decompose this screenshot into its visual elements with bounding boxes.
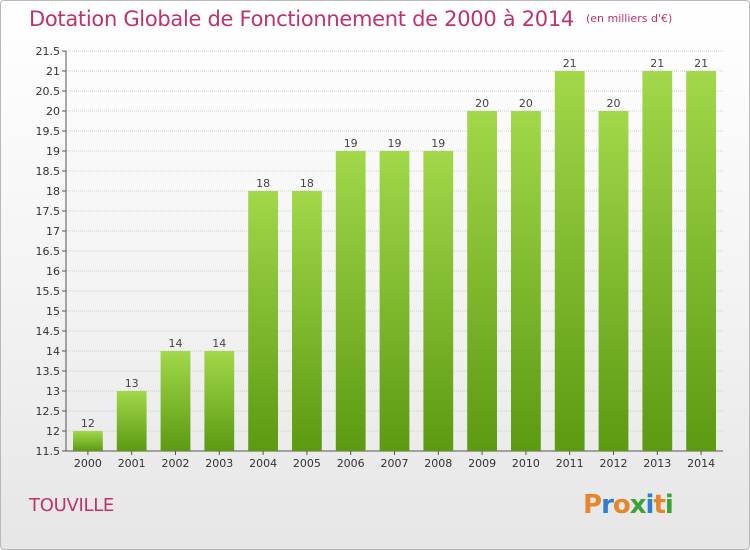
bar-2011 bbox=[554, 71, 585, 451]
bar-2009 bbox=[467, 111, 497, 451]
y-tick-label: 12.5 bbox=[36, 405, 61, 418]
y-tick-label: 19 bbox=[46, 145, 60, 158]
y-tick-label: 21 bbox=[46, 65, 60, 78]
y-tick-label: 15.5 bbox=[36, 285, 61, 298]
x-tick-label-2012: 2012 bbox=[600, 457, 628, 470]
logo-letter: i bbox=[645, 490, 655, 520]
logo-letter: o bbox=[612, 490, 631, 520]
y-tick-label: 12 bbox=[46, 425, 60, 438]
y-tick-label: 20.5 bbox=[36, 85, 61, 98]
data-label-2005: 18 bbox=[300, 177, 314, 190]
y-tick-label: 13 bbox=[46, 385, 60, 398]
data-label-2011: 21 bbox=[563, 57, 577, 70]
y-tick-label: 13.5 bbox=[36, 365, 61, 378]
chart-title: Dotation Globale de Fonctionnement de 20… bbox=[29, 7, 672, 31]
y-tick-label: 17.5 bbox=[36, 205, 61, 218]
data-label-2007: 19 bbox=[388, 137, 402, 150]
logo-letter: t bbox=[653, 490, 665, 520]
x-tick-label-2004: 2004 bbox=[249, 457, 277, 470]
commune-name: TOUVILLE bbox=[29, 495, 114, 516]
x-tick-label-2011: 2011 bbox=[556, 457, 584, 470]
bar-2003 bbox=[204, 351, 235, 451]
x-tick-label-2014: 2014 bbox=[687, 457, 715, 470]
y-tick-label: 14 bbox=[46, 345, 60, 358]
bar-2006 bbox=[335, 151, 366, 451]
title-unit: (en milliers d'€) bbox=[585, 12, 673, 25]
y-tick-label: 18 bbox=[46, 185, 60, 198]
x-tick-label-2003: 2003 bbox=[205, 457, 233, 470]
y-tick-label: 18.5 bbox=[36, 165, 61, 178]
x-tick-label-2013: 2013 bbox=[643, 457, 671, 470]
bar-2005 bbox=[292, 191, 322, 451]
x-tick-label-2007: 2007 bbox=[381, 457, 409, 470]
data-label-2009: 20 bbox=[475, 97, 489, 110]
data-label-2012: 20 bbox=[607, 97, 621, 110]
proxiti-logo: Proxiti bbox=[583, 490, 674, 520]
x-tick-label-2000: 2000 bbox=[74, 457, 102, 470]
x-tick-label-2006: 2006 bbox=[337, 457, 365, 470]
bar-2004 bbox=[248, 191, 278, 451]
data-label-2000: 12 bbox=[81, 417, 95, 430]
labels: 11.5 12 12.5 13 13.5 14 14.5 15 15.5 16 16.5 17 17.5… bbox=[36, 45, 716, 470]
logo-letter: i bbox=[664, 490, 674, 520]
bar-2010 bbox=[511, 111, 541, 451]
y-tick-label: 21.5 bbox=[36, 45, 61, 58]
x-tick-label-2009: 2009 bbox=[468, 457, 496, 470]
y-tick-label: 19.5 bbox=[36, 125, 61, 138]
bar-2013 bbox=[642, 71, 673, 451]
data-label-2008: 19 bbox=[431, 137, 445, 150]
logo-letter: r bbox=[601, 490, 614, 520]
data-label-2014: 21 bbox=[694, 57, 708, 70]
x-tick-label-2002: 2002 bbox=[162, 457, 190, 470]
x-tick-label-2010: 2010 bbox=[512, 457, 540, 470]
y-tick-label: 15 bbox=[46, 305, 60, 318]
bar-2014 bbox=[686, 71, 716, 451]
y-tick-label: 20 bbox=[46, 105, 60, 118]
bar-2008 bbox=[423, 151, 454, 451]
y-tick-label: 16 bbox=[46, 265, 60, 278]
bar-2000 bbox=[73, 431, 103, 451]
x-tick-label-2005: 2005 bbox=[293, 457, 321, 470]
data-label-2001: 13 bbox=[125, 377, 139, 390]
data-label-2010: 20 bbox=[519, 97, 533, 110]
bar-2007 bbox=[379, 151, 410, 451]
data-label-2003: 14 bbox=[212, 337, 226, 350]
y-tick-label: 11.5 bbox=[36, 445, 61, 458]
x-tick-label-2008: 2008 bbox=[424, 457, 452, 470]
y-tick-label: 14.5 bbox=[36, 325, 61, 338]
bar-2002 bbox=[160, 351, 191, 451]
bars bbox=[73, 71, 716, 451]
logo-letter: x bbox=[629, 490, 647, 520]
y-tick-label: 17 bbox=[46, 225, 60, 238]
bar-2012 bbox=[598, 111, 629, 451]
logo-letter: P bbox=[583, 490, 602, 520]
x-tick-label-2001: 2001 bbox=[118, 457, 146, 470]
data-label-2013: 21 bbox=[650, 57, 664, 70]
title-text: Dotation Globale de Fonctionnement de 20… bbox=[29, 7, 574, 31]
bar-2001 bbox=[116, 391, 147, 451]
data-label-2004: 18 bbox=[256, 177, 270, 190]
y-tick-label: 16.5 bbox=[36, 245, 61, 258]
data-label-2006: 19 bbox=[344, 137, 358, 150]
data-label-2002: 14 bbox=[169, 337, 183, 350]
